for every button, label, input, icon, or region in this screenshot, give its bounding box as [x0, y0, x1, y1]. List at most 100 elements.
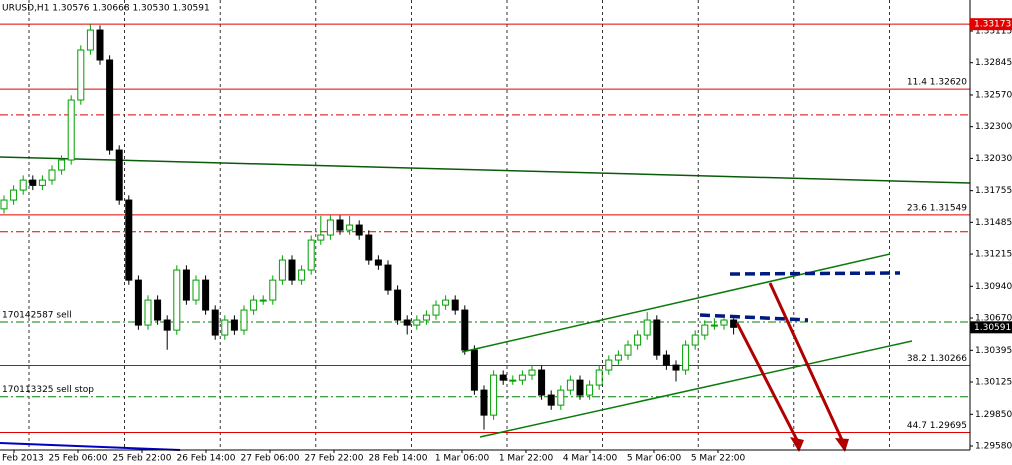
price-axis [970, 0, 1012, 465]
y-tick-label: 1.32570 [975, 90, 1012, 100]
y-tick-label: 1.31755 [975, 186, 1012, 196]
drawings [461, 253, 913, 452]
level-label: 38.2 1.30266 [907, 354, 967, 364]
candle-body [605, 359, 613, 371]
candle-body [58, 159, 66, 171]
candle-body [394, 289, 402, 321]
candle-body [518, 374, 526, 381]
candle-body [144, 299, 152, 326]
moving-average-blue [0, 442, 181, 451]
y-tick-label: 1.31485 [975, 218, 1012, 228]
candle-body [29, 179, 37, 186]
candle-body [211, 309, 219, 336]
y-tick-label: 1.32845 [975, 58, 1012, 68]
y-tick-label: 1.30670 [975, 314, 1012, 324]
candle-body [442, 299, 450, 306]
x-tick-label: 1 Mar 22:00 [499, 454, 554, 464]
candle-body [125, 199, 133, 281]
current-price-box [970, 321, 1012, 334]
candle-body [298, 269, 306, 281]
candle-body [461, 309, 469, 351]
candle-body [96, 29, 104, 61]
candle-body [653, 319, 661, 356]
candle-body [499, 374, 507, 381]
candle-body [547, 394, 555, 406]
candle-body [509, 379, 517, 382]
candle-body [336, 219, 344, 231]
moving-average [0, 156, 971, 184]
x-tick-label: 4 Mar 14:00 [563, 454, 618, 464]
candle-body [374, 259, 382, 266]
x-tick-label: Feb 2013 [2, 454, 44, 464]
candle-body [192, 279, 200, 301]
candle-body [307, 239, 315, 271]
current-price-label: 1.30591 [974, 323, 1011, 333]
level-label: 23.6 1.31549 [907, 203, 967, 213]
candle-body [432, 304, 440, 316]
candle-body [154, 299, 162, 321]
arrow-head [835, 438, 849, 452]
candle-body [173, 269, 181, 331]
candle-body [662, 354, 670, 366]
candle-body [557, 389, 565, 406]
candle-body [384, 264, 392, 291]
chart-header: URUSD,H1 1.30576 1.30668 1.30530 1.30591 [2, 4, 210, 14]
x-tick-label: 1 Mar 06:00 [435, 454, 490, 464]
y-tick-label: 1.30125 [975, 378, 1012, 388]
channel-top [461, 253, 891, 353]
order-label: 170113325 sell stop [2, 385, 94, 395]
candle-body [634, 334, 642, 346]
candle-body [221, 319, 229, 336]
candle-body [250, 299, 258, 311]
candle-body [326, 219, 334, 236]
y-tick-label: 1.29580 [975, 442, 1012, 452]
arrow-head [790, 437, 804, 452]
candle-body [67, 99, 75, 161]
order-label: 170142587 sell [2, 311, 72, 321]
y-tick-label: 1.30940 [975, 282, 1012, 292]
y-tick-label: 1.32300 [975, 122, 1012, 132]
candle-body [288, 259, 296, 281]
arrow [768, 282, 844, 441]
candle-body [403, 319, 411, 326]
candle-body [595, 369, 603, 386]
candle-body [10, 189, 18, 201]
candle-body [278, 259, 286, 281]
candle-body [710, 324, 718, 327]
candle-body [365, 234, 373, 261]
candle-body [682, 344, 690, 371]
candle-body [691, 334, 699, 346]
candle-body [538, 369, 546, 396]
level-label: 11.4 1.32620 [907, 78, 967, 88]
candle-body [643, 319, 651, 336]
candle-body [19, 179, 27, 191]
candle-body [355, 224, 363, 236]
price-box-label: 1.33173 [974, 20, 1011, 30]
candle-body [86, 29, 94, 51]
candle-body [346, 224, 354, 231]
candle-body [106, 59, 114, 151]
x-tick-label: 28 Feb 14:00 [368, 454, 427, 464]
candle-body [624, 344, 632, 356]
x-tick-label: 26 Feb 14:00 [176, 454, 235, 464]
grid [28, 0, 890, 450]
candle-body [259, 299, 267, 302]
candle-body [38, 179, 46, 186]
candle-body [470, 349, 478, 391]
candle-body [230, 319, 238, 331]
y-tick-label: 1.29850 [975, 410, 1012, 420]
candle-body [490, 374, 498, 416]
candle-body [528, 369, 536, 376]
resistance-dash [699, 313, 809, 322]
candle-body [672, 364, 680, 371]
candle-body [77, 49, 85, 101]
candle-body [240, 309, 248, 331]
candle-body [576, 379, 584, 396]
level-label: 44.7 1.29695 [907, 421, 967, 431]
candle-body [480, 389, 488, 416]
candle-body [163, 319, 171, 331]
candle-body [720, 319, 728, 326]
price-box [970, 18, 1012, 31]
